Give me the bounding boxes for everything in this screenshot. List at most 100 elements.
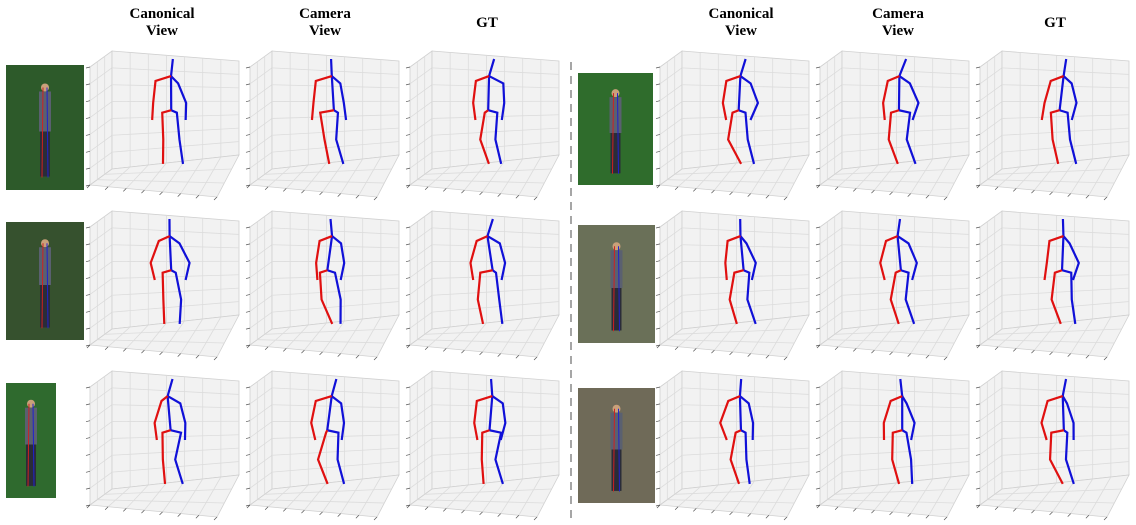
tick-mark <box>86 118 90 119</box>
tick-mark <box>86 438 90 439</box>
tick-mark <box>283 188 286 191</box>
tick-mark <box>461 350 464 353</box>
tick-mark <box>406 227 410 228</box>
tick-mark <box>748 514 751 517</box>
tick-mark <box>976 151 980 152</box>
tick-mark <box>374 357 377 360</box>
axis-pane <box>820 211 842 345</box>
tick-mark <box>406 151 410 152</box>
tick-mark <box>656 328 660 329</box>
tick-mark <box>246 244 250 245</box>
tick-mark <box>656 387 660 388</box>
tick-mark <box>976 311 980 312</box>
tick-mark <box>406 67 410 68</box>
tick-mark <box>871 190 874 193</box>
tick-mark <box>498 514 501 517</box>
tick-mark <box>86 421 90 422</box>
tick-mark <box>675 187 678 190</box>
skeleton-limb <box>1062 219 1063 270</box>
tick-mark <box>656 404 660 405</box>
tick-mark <box>656 278 660 279</box>
tick-mark <box>784 517 787 520</box>
tick-mark <box>406 311 410 312</box>
tick-mark <box>86 454 90 455</box>
tick-mark <box>976 118 980 119</box>
tick-mark <box>890 352 893 355</box>
tick-mark <box>656 311 660 312</box>
tick-mark <box>1050 352 1053 355</box>
tick-mark <box>816 471 820 472</box>
tick-mark <box>656 261 660 262</box>
tick-mark <box>86 471 90 472</box>
tick-mark <box>816 404 820 405</box>
tick-mark <box>656 438 660 439</box>
person <box>611 413 623 450</box>
tick-mark <box>246 404 250 405</box>
tick-mark <box>1104 357 1107 360</box>
tick-mark <box>1086 355 1089 358</box>
tick-mark <box>816 328 820 329</box>
tick-mark <box>1068 514 1071 517</box>
tick-mark <box>406 454 410 455</box>
tick-mark <box>1050 192 1053 195</box>
tick-mark <box>246 261 250 262</box>
tick-mark <box>406 471 410 472</box>
tick-mark <box>246 118 250 119</box>
tick-mark <box>693 348 696 351</box>
tick-mark <box>534 197 537 200</box>
tick-mark <box>976 67 980 68</box>
tick-mark <box>711 350 714 353</box>
tick-mark <box>995 507 998 510</box>
tick-mark <box>283 508 286 511</box>
tick-mark <box>246 101 250 102</box>
tick-mark <box>853 508 856 511</box>
tick-mark <box>926 355 929 358</box>
tick-mark <box>748 194 751 197</box>
tick-mark <box>1013 188 1016 191</box>
tick-mark <box>853 348 856 351</box>
tick-mark <box>406 261 410 262</box>
tick-mark <box>406 421 410 422</box>
person <box>612 89 620 97</box>
tick-mark <box>976 101 980 102</box>
tick-mark <box>406 118 410 119</box>
tick-mark <box>86 404 90 405</box>
tick-mark <box>283 348 286 351</box>
tick-mark <box>214 517 217 520</box>
tick-mark <box>196 195 199 198</box>
tick-mark <box>356 195 359 198</box>
tick-mark <box>976 328 980 329</box>
person <box>610 97 622 133</box>
tick-mark <box>976 454 980 455</box>
tick-mark <box>976 488 980 489</box>
tick-mark <box>816 151 820 152</box>
tick-mark <box>246 294 250 295</box>
tick-mark <box>656 421 660 422</box>
tick-mark <box>711 510 714 513</box>
tick-mark <box>265 507 268 510</box>
person <box>612 450 622 491</box>
tick-mark <box>656 84 660 85</box>
tick-mark <box>656 101 660 102</box>
tick-mark <box>123 348 126 351</box>
tick-mark <box>338 194 341 197</box>
axis-pane <box>980 51 1002 185</box>
tick-mark <box>86 488 90 489</box>
tick-mark <box>301 190 304 193</box>
tick-mark <box>246 168 250 169</box>
tick-mark <box>835 187 838 190</box>
tick-mark <box>86 168 90 169</box>
tick-mark <box>766 515 769 518</box>
axis-pane <box>250 51 272 185</box>
tick-mark <box>246 278 250 279</box>
tick-mark <box>406 488 410 489</box>
tick-mark <box>406 328 410 329</box>
tick-mark <box>374 197 377 200</box>
tick-mark <box>730 512 733 515</box>
tick-mark <box>711 190 714 193</box>
tick-mark <box>356 355 359 358</box>
tick-mark <box>86 244 90 245</box>
tick-mark <box>693 188 696 191</box>
tick-mark <box>338 514 341 517</box>
tick-mark <box>816 387 820 388</box>
